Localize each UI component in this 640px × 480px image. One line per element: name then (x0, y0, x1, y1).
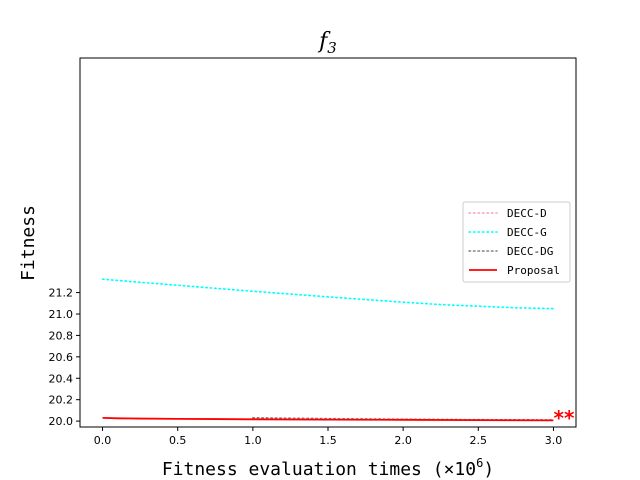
y-axis-label: Fitness (18, 205, 39, 281)
legend-entry-label: Proposal (507, 264, 560, 277)
x-tick-label: 1.0 (244, 434, 262, 447)
legend-entry-label: DECC-DG (507, 245, 553, 258)
legend-entry-label: DECC-D (507, 207, 547, 220)
series-line-proposal (102, 417, 554, 422)
y-axis: 20.0 20.2 20.4 20.6 20.8 21.0 21.2 (49, 287, 80, 428)
x-axis-label-suffix: ) (483, 459, 494, 480)
x-axis-label: Fitness evaluation times (×106) (162, 456, 494, 480)
x-tick-label: 1.5 (319, 434, 337, 447)
y-tick-label: 20.4 (49, 372, 74, 385)
x-tick-label: 2.0 (394, 434, 412, 447)
x-tick-label: 3.0 (545, 434, 563, 447)
annotation-layer: ** (554, 406, 575, 430)
y-tick-label: 20.6 (49, 351, 74, 364)
legend-entry-label: DECC-G (507, 226, 547, 239)
legend-box (462, 201, 571, 283)
y-tick-label: 21.0 (49, 308, 74, 321)
chart-title-subscript: 3 (327, 39, 337, 57)
y-tick-label: 20.8 (49, 329, 74, 342)
x-tick-label: 0.0 (94, 434, 112, 447)
x-axis: 0.0 0.5 1.0 1.5 2.0 2.5 3.0 (94, 427, 562, 447)
x-tick-label: 0.5 (169, 434, 187, 447)
series-layer (101, 278, 555, 422)
x-tick-label: 2.5 (470, 434, 488, 447)
y-tick-label: 20.2 (49, 394, 74, 407)
annotation-marker: ** (554, 406, 575, 430)
series-line-decc-g (101, 278, 555, 310)
y-tick-label: 20.0 (49, 415, 74, 428)
legend: DECC-D DECC-G DECC-DG Proposal (462, 201, 571, 283)
x-axis-label-superscript: 6 (476, 456, 483, 470)
y-tick-label: 21.2 (49, 287, 74, 300)
